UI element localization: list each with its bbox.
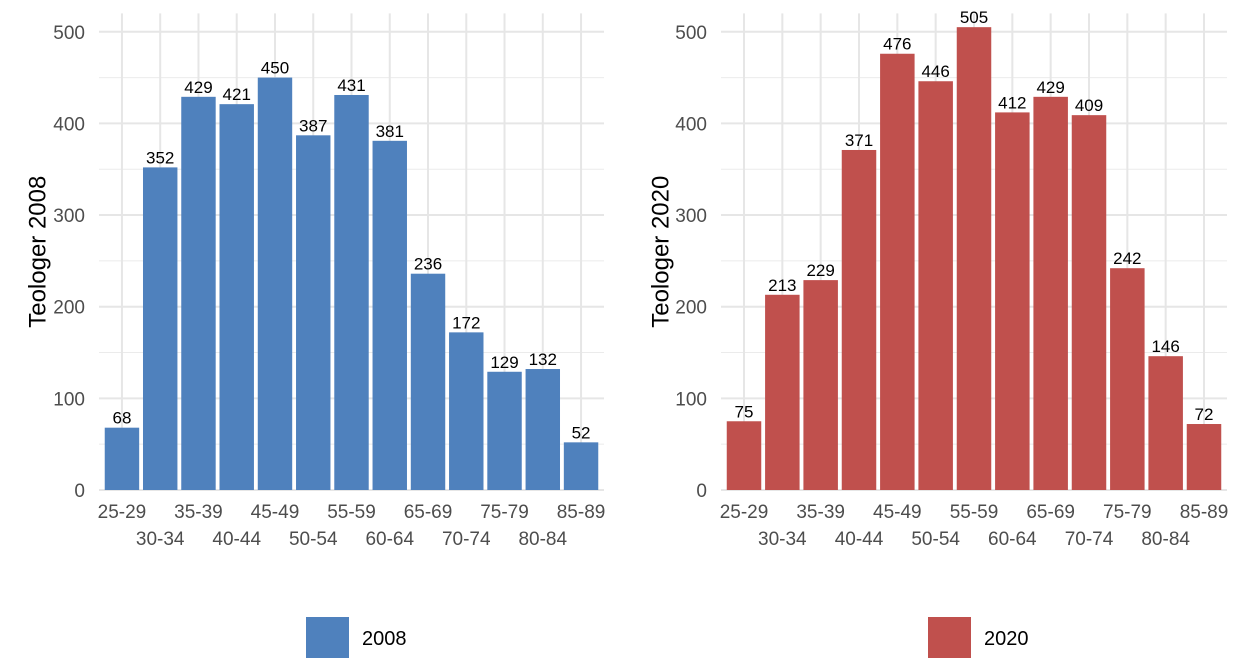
data-label: 132: [529, 350, 557, 369]
data-label: 75: [735, 402, 754, 421]
y-tick-label: 100: [675, 389, 707, 410]
data-label: 352: [146, 148, 174, 167]
data-label: 429: [1036, 78, 1064, 97]
x-tick-label: 35-39: [174, 502, 223, 523]
x-tick-label: 30-34: [758, 529, 807, 550]
y-tick-label: 500: [675, 23, 707, 44]
bar-25-29: [104, 427, 140, 490]
data-label: 172: [452, 313, 480, 332]
bar-35-39: [803, 280, 838, 490]
bar-30-34: [765, 294, 800, 490]
data-label: 72: [1195, 405, 1214, 424]
legend-label: 2008: [362, 628, 407, 650]
data-label: 412: [998, 93, 1026, 112]
x-tick-label: 70-74: [442, 529, 491, 550]
x-tick-label: 55-59: [327, 502, 376, 523]
y-tick-label: 400: [53, 114, 85, 135]
x-tick-label: 70-74: [1065, 529, 1114, 550]
bar-40-44: [219, 104, 254, 490]
data-label: 409: [1075, 96, 1103, 115]
bar-80-84: [1148, 356, 1183, 490]
x-tick-label: 50-54: [289, 529, 338, 550]
bar-50-54: [296, 135, 331, 490]
bar-35-39: [181, 96, 216, 490]
y-tick-label: 300: [675, 206, 707, 227]
data-label: 229: [806, 261, 834, 280]
x-tick-label: 45-49: [873, 502, 922, 523]
x-tick-label: 40-44: [835, 529, 884, 550]
x-tick-label: 65-69: [404, 502, 453, 523]
data-label: 242: [1113, 249, 1141, 268]
y-tick-label: 400: [675, 114, 707, 135]
bar-75-79: [1110, 268, 1145, 490]
bar-80-84: [525, 369, 561, 490]
y-axis-title: Teologer 2008: [24, 176, 51, 328]
y-tick-label: 0: [74, 481, 85, 502]
data-label: 129: [490, 353, 518, 372]
data-label: 236: [414, 255, 442, 274]
bar-60-64: [995, 112, 1030, 490]
data-label: 431: [337, 76, 365, 95]
y-tick-label: 300: [53, 206, 85, 227]
bar-45-49: [257, 77, 293, 490]
data-label: 446: [921, 62, 949, 81]
bar-85-89: [563, 442, 599, 490]
x-tick-label: 80-84: [1141, 529, 1190, 550]
bar-55-59: [956, 27, 992, 490]
x-tick-label: 35-39: [796, 502, 845, 523]
legend-swatch: [928, 617, 971, 658]
data-label: 387: [299, 116, 327, 135]
bar-70-74: [449, 332, 484, 490]
y-tick-label: 200: [675, 298, 707, 319]
data-label: 52: [572, 423, 591, 442]
bar-40-44: [841, 149, 877, 490]
data-label: 429: [184, 78, 212, 97]
x-tick-label: 85-89: [1180, 502, 1229, 523]
bar-60-64: [372, 140, 407, 490]
x-tick-label: 55-59: [950, 502, 999, 523]
data-label: 371: [845, 131, 873, 150]
y-tick-label: 100: [53, 389, 85, 410]
bar-65-69: [1033, 96, 1068, 490]
x-tick-label: 75-79: [480, 502, 529, 523]
x-tick-label: 25-29: [98, 502, 147, 523]
x-tick-label: 85-89: [557, 502, 606, 523]
x-tick-label: 65-69: [1026, 502, 1075, 523]
x-tick-label: 80-84: [518, 529, 567, 550]
x-tick-label: 75-79: [1103, 502, 1152, 523]
data-label: 450: [261, 59, 289, 78]
bar-85-89: [1186, 424, 1222, 490]
bar-50-54: [918, 81, 953, 490]
data-label: 381: [376, 122, 404, 141]
data-label: 68: [112, 409, 131, 428]
x-tick-label: 40-44: [212, 529, 261, 550]
x-tick-label: 60-64: [988, 529, 1037, 550]
bar-30-34: [142, 167, 178, 490]
bar-55-59: [334, 94, 369, 491]
bar-65-69: [410, 273, 446, 490]
bar-70-74: [1071, 115, 1107, 491]
data-label: 476: [883, 35, 911, 54]
data-label: 421: [223, 85, 251, 104]
data-label: 213: [768, 276, 796, 295]
bar-45-49: [880, 53, 915, 490]
y-tick-label: 200: [53, 298, 85, 319]
x-tick-label: 45-49: [251, 502, 300, 523]
data-label: 146: [1151, 337, 1179, 356]
legend-label: 2020: [984, 628, 1029, 650]
bar-25-29: [726, 421, 762, 490]
y-tick-label: 0: [696, 481, 707, 502]
x-tick-label: 50-54: [911, 529, 960, 550]
x-tick-label: 30-34: [136, 529, 185, 550]
y-tick-label: 500: [53, 23, 85, 44]
legend-swatch: [306, 617, 349, 658]
x-tick-label: 25-29: [720, 502, 769, 523]
y-axis-title: Teologer 2020: [647, 176, 674, 328]
data-label: 505: [960, 8, 988, 27]
x-tick-label: 60-64: [365, 529, 414, 550]
bar-75-79: [487, 371, 522, 490]
